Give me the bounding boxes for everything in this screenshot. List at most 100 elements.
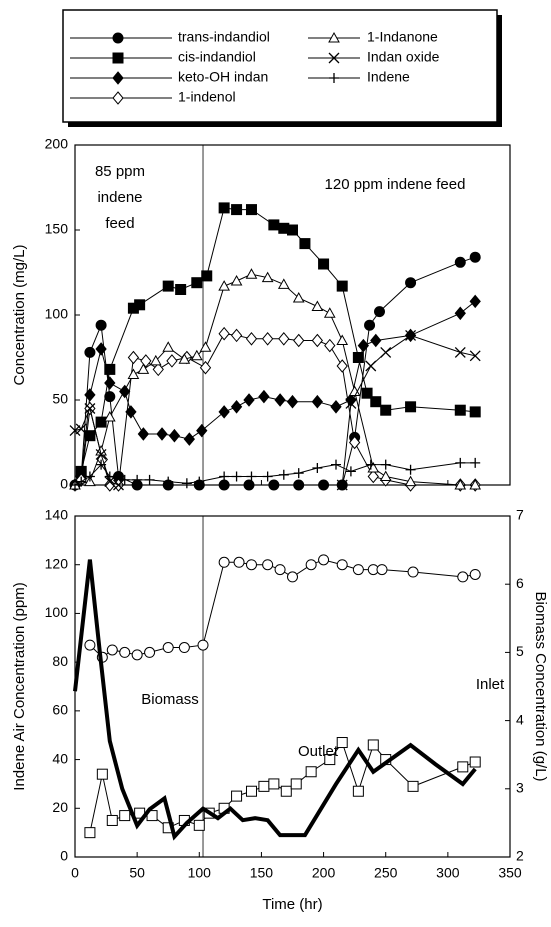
marker: [245, 268, 258, 279]
marker: [231, 790, 243, 802]
marker: [131, 649, 143, 661]
marker: [245, 332, 258, 346]
marker: [127, 350, 140, 365]
x-tick-label: 100: [188, 865, 212, 881]
marker: [152, 362, 164, 377]
marker: [194, 476, 205, 487]
marker: [367, 469, 379, 484]
y-axis-title: Concentration (mg/L): [11, 245, 28, 386]
marker: [119, 810, 131, 822]
x-tick-label: 250: [374, 865, 398, 881]
marker: [367, 739, 379, 751]
marker: [370, 396, 382, 408]
marker: [144, 474, 155, 485]
annotation: 120 ppm indene feed: [325, 176, 466, 193]
marker: [311, 394, 324, 409]
marker: [352, 564, 364, 576]
marker: [197, 639, 209, 651]
marker: [149, 354, 162, 366]
marker: [178, 353, 191, 364]
x-tick-label: 200: [312, 865, 336, 881]
marker: [233, 556, 245, 568]
legend-label: 1-indenol: [178, 89, 236, 105]
x-tick-label: 300: [436, 865, 460, 881]
marker: [196, 423, 208, 438]
marker: [457, 571, 469, 583]
marker: [168, 428, 181, 443]
marker: [323, 307, 336, 318]
series-label: Inlet: [476, 676, 505, 693]
marker: [455, 457, 466, 468]
marker: [75, 423, 87, 435]
y2-tick-label: 7: [516, 507, 524, 523]
marker: [318, 554, 330, 566]
marker: [95, 448, 107, 460]
marker: [311, 333, 324, 348]
marker: [103, 410, 116, 422]
marker: [324, 754, 336, 766]
marker: [193, 819, 205, 831]
y2-tick-label: 3: [516, 780, 524, 796]
marker: [365, 459, 376, 470]
marker: [162, 642, 174, 654]
marker: [278, 332, 290, 346]
marker: [134, 299, 146, 311]
marker: [230, 400, 243, 414]
y-tick-label: 60: [52, 702, 68, 718]
marker: [191, 277, 203, 289]
marker: [262, 471, 273, 482]
series-line: [73, 559, 477, 841]
marker: [218, 280, 230, 291]
marker: [357, 338, 369, 353]
legend-label: 1-Indanone: [367, 29, 438, 45]
marker: [380, 404, 392, 416]
marker: [405, 329, 417, 341]
marker: [331, 459, 341, 470]
marker: [328, 31, 340, 43]
marker: [454, 306, 466, 321]
marker: [84, 471, 95, 482]
marker: [469, 478, 482, 490]
marker: [104, 391, 116, 403]
x-tick-label: 0: [71, 865, 79, 881]
marker: [258, 389, 270, 404]
marker: [231, 204, 243, 216]
marker: [293, 468, 304, 479]
annotation: 85 ppm: [95, 163, 145, 180]
y-tick-label: 20: [52, 799, 68, 815]
marker: [336, 280, 348, 292]
marker: [345, 466, 356, 477]
x-tick-label: 150: [250, 865, 274, 881]
marker: [219, 471, 230, 482]
marker: [454, 404, 466, 416]
marker: [137, 427, 150, 441]
marker: [329, 73, 339, 83]
marker: [290, 778, 302, 790]
marker: [405, 401, 417, 413]
marker: [407, 566, 419, 578]
y-tick-label: 100: [45, 604, 69, 620]
marker: [286, 394, 299, 409]
marker: [113, 479, 124, 491]
marker: [336, 334, 349, 345]
marker: [137, 363, 150, 374]
marker: [112, 32, 124, 44]
y2-tick-label: 4: [516, 711, 524, 727]
marker: [469, 251, 481, 263]
marker: [96, 459, 107, 470]
marker: [454, 346, 466, 358]
marker: [268, 778, 280, 790]
marker: [469, 350, 481, 362]
y-tick-label: 0: [60, 476, 68, 492]
marker: [84, 827, 96, 839]
marker: [305, 559, 317, 571]
marker: [404, 475, 417, 487]
marker: [287, 224, 298, 236]
marker: [231, 471, 242, 482]
marker: [144, 646, 156, 658]
marker: [454, 478, 467, 490]
marker: [277, 278, 290, 289]
marker: [336, 359, 348, 373]
marker: [262, 559, 274, 571]
